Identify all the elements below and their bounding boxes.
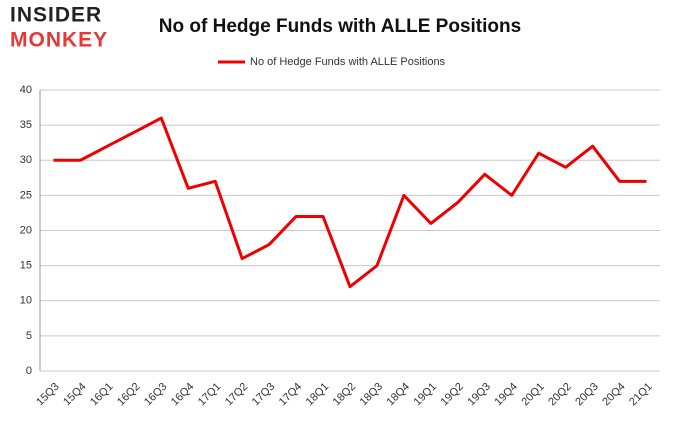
logo-bottom: MONKEY bbox=[10, 29, 108, 52]
data-line bbox=[53, 116, 647, 289]
y-tick-label: 20 bbox=[20, 224, 32, 236]
y-tick-label: 35 bbox=[20, 119, 32, 131]
y-tick-label: 15 bbox=[20, 260, 32, 272]
y-tick-label: 5 bbox=[26, 330, 32, 342]
legend-label: No of Hedge Funds with ALLE Positions bbox=[250, 56, 446, 68]
y-tick-label: 30 bbox=[20, 154, 32, 166]
chart-title: No of Hedge Funds with ALLE Positions bbox=[159, 16, 521, 37]
logo-top: INSIDER bbox=[10, 4, 102, 27]
y-tick-label: 40 bbox=[20, 84, 32, 96]
y-tick-label: 10 bbox=[20, 295, 32, 307]
y-tick-label: 0 bbox=[26, 365, 32, 377]
y-tick-label: 25 bbox=[20, 189, 32, 201]
